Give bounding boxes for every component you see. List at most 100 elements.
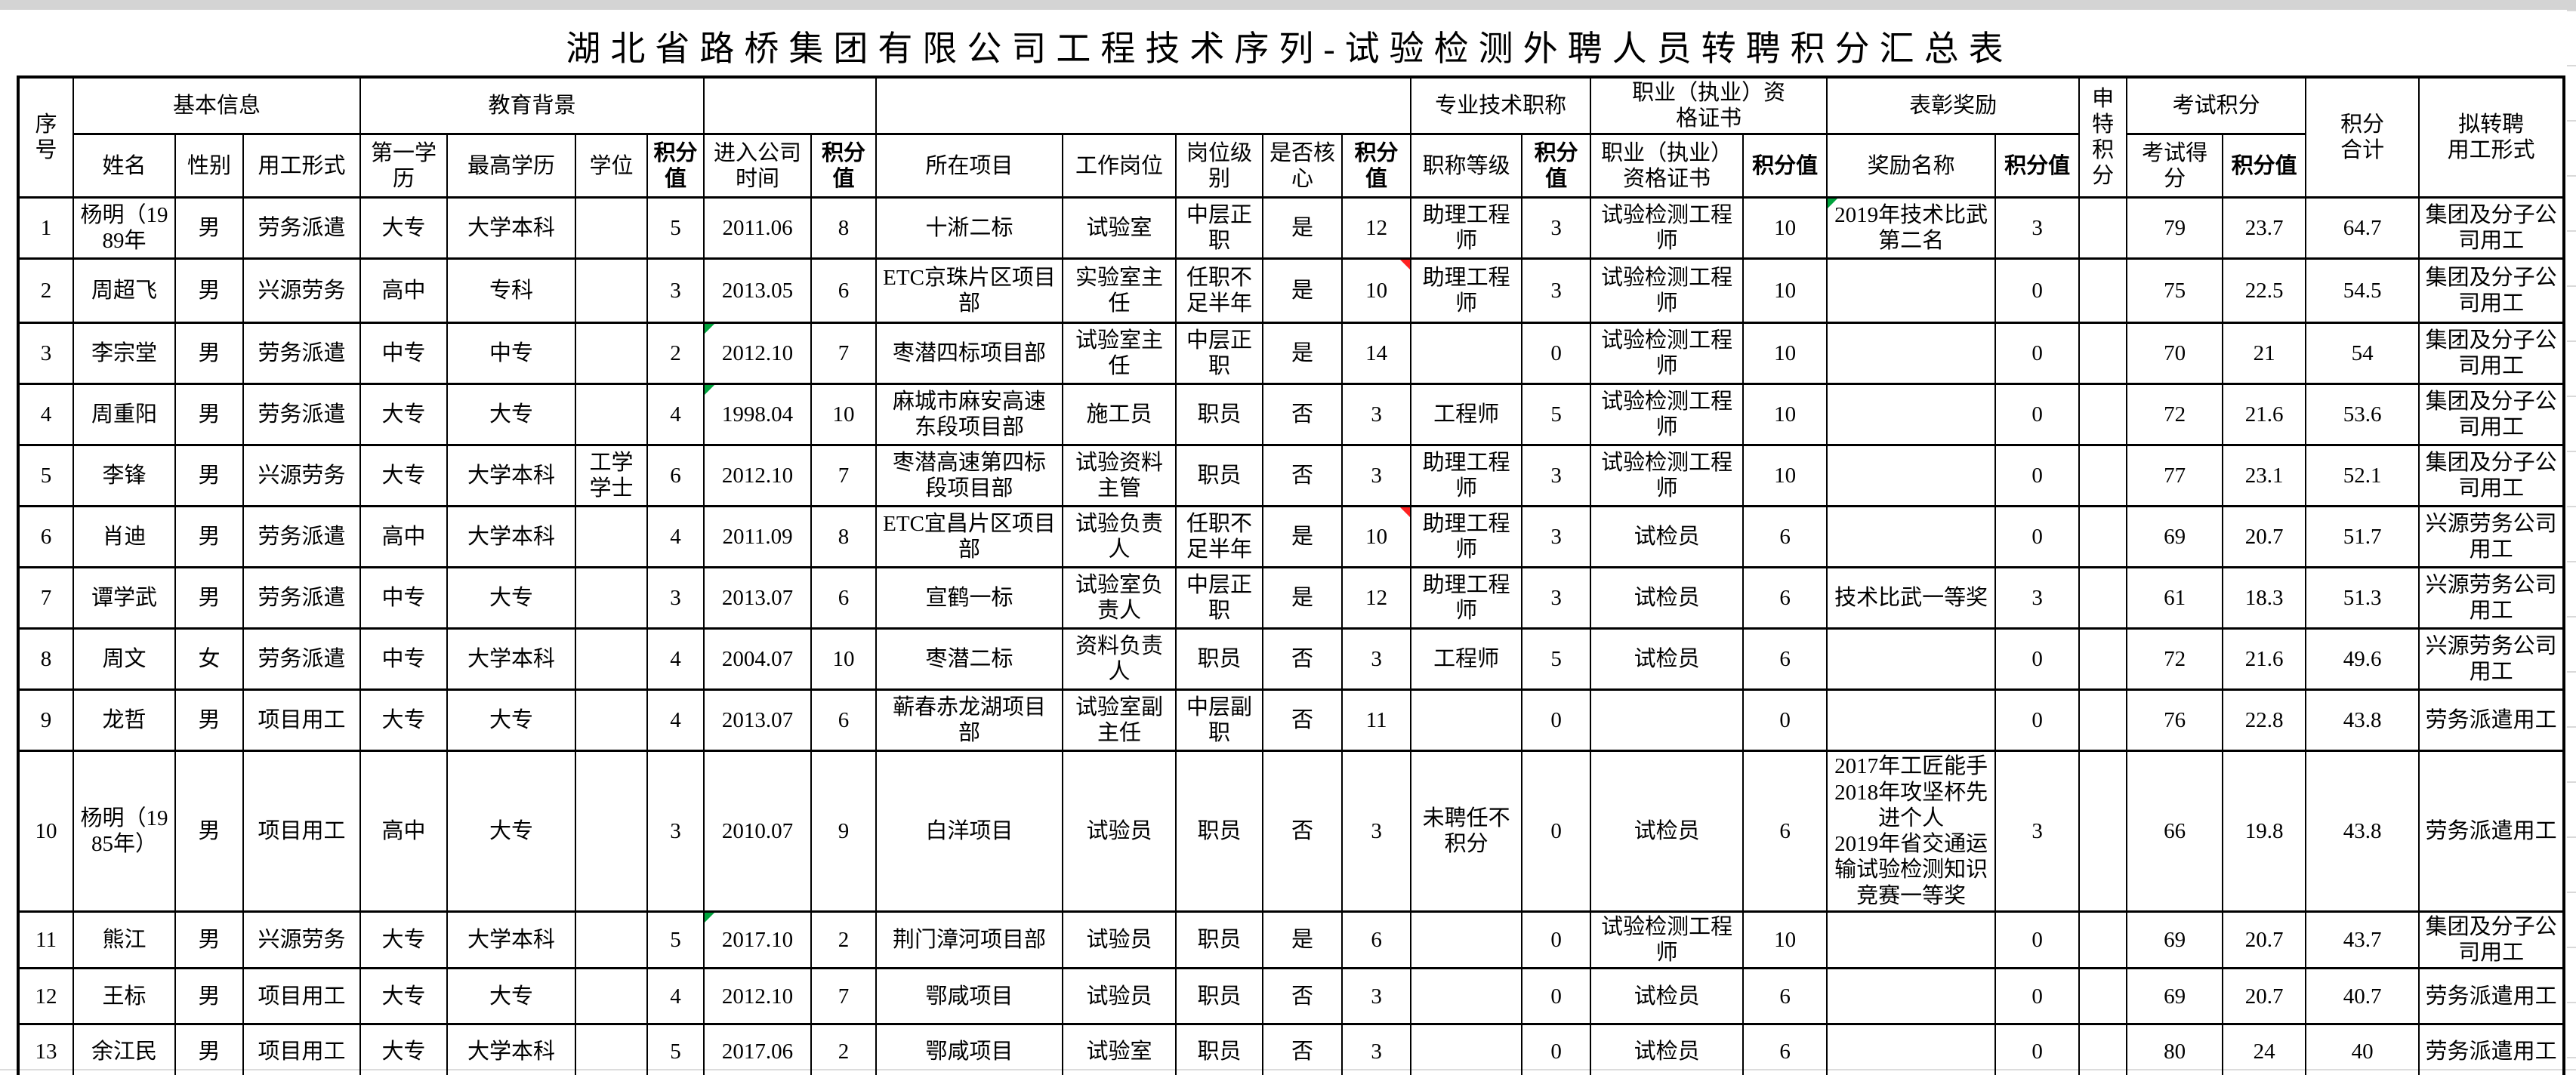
cell-highest-degree[interactable]: 大专 — [446, 750, 577, 913]
cell-employment[interactable]: 项目用工 — [242, 1023, 362, 1075]
cell-gender[interactable]: 男 — [174, 688, 244, 753]
cell-employment[interactable]: 劳务派遣 — [242, 566, 362, 630]
group-header-professional-title[interactable]: 专业技术职称 — [1410, 75, 1592, 136]
cell-award-name[interactable] — [1826, 505, 1997, 569]
col-header-award-name[interactable]: 奖励名称 — [1826, 133, 1997, 199]
cell-title-score[interactable]: 5 — [1521, 383, 1592, 447]
cell-index[interactable]: 4 — [17, 383, 74, 447]
cell-title-score[interactable]: 3 — [1521, 257, 1592, 325]
cell-post[interactable]: 施工员 — [1062, 383, 1177, 447]
cell-edu-score[interactable]: 2 — [646, 322, 705, 386]
cell-post-level[interactable]: 中层正职 — [1175, 322, 1264, 386]
cell-award-name[interactable] — [1826, 910, 1997, 970]
cell-post-score[interactable]: 6 — [1341, 910, 1412, 970]
cell-project[interactable]: 白洋项目 — [875, 750, 1064, 913]
cell-gender[interactable]: 男 — [174, 322, 244, 386]
cell-special-score[interactable] — [2078, 505, 2128, 569]
cell-first-degree[interactable]: 高中 — [359, 257, 449, 325]
cell-cert-score[interactable]: 10 — [1742, 322, 1828, 386]
cell-edu-score[interactable]: 4 — [646, 383, 705, 447]
cell-post-score[interactable]: 11 — [1341, 688, 1412, 753]
cell-cert-score[interactable]: 10 — [1742, 910, 1828, 970]
cell-title-score[interactable]: 3 — [1521, 196, 1592, 260]
cell-index[interactable]: 8 — [17, 627, 74, 692]
cell-first-degree[interactable]: 高中 — [359, 505, 449, 569]
cell-certificate[interactable]: 试验检测工程师 — [1590, 322, 1745, 386]
cell-certificate[interactable]: 试检员 — [1590, 566, 1745, 630]
cell-exam-score[interactable]: 72 — [2126, 383, 2224, 447]
cell-highest-degree[interactable]: 大学本科 — [446, 444, 577, 508]
cell-project[interactable]: 荆门漳河项目部 — [875, 910, 1064, 970]
cell-cert-score[interactable]: 6 — [1742, 967, 1828, 1026]
col-header-edu-score[interactable]: 积分值 — [646, 133, 705, 199]
cell-name[interactable]: 谭学武 — [72, 566, 176, 630]
cell-name[interactable]: 余江民 — [72, 1023, 176, 1075]
cell-proposed-employment[interactable]: 集团及分子公司用工 — [2418, 257, 2565, 325]
cell-proposed-employment[interactable]: 劳务派遣用工 — [2418, 967, 2565, 1026]
cell-is-core[interactable]: 否 — [1262, 967, 1344, 1026]
cell-gender[interactable]: 男 — [174, 196, 244, 260]
cell-title-level[interactable]: 工程师 — [1410, 383, 1523, 447]
group-header-qualification[interactable]: 职业（执业）资 格证书 — [1590, 75, 1828, 136]
cell-degree[interactable]: 工学学士 — [575, 444, 649, 508]
cell-post[interactable]: 试验室 — [1062, 1023, 1177, 1075]
group-header-basic-info[interactable]: 基本信息 — [72, 75, 362, 136]
cell-employment[interactable]: 项目用工 — [242, 688, 362, 753]
cell-index[interactable]: 2 — [17, 257, 74, 325]
cell-entry-score[interactable]: 2 — [810, 1023, 878, 1075]
cell-project[interactable]: 鄂咸项目 — [875, 1023, 1064, 1075]
col-header-highest-degree[interactable]: 最高学历 — [446, 133, 577, 199]
cell-title-score[interactable]: 5 — [1521, 627, 1592, 692]
cell-post-level[interactable]: 职员 — [1175, 910, 1264, 970]
cell-certificate[interactable]: 试验检测工程师 — [1590, 444, 1745, 508]
cell-project[interactable]: 十淅二标 — [875, 196, 1064, 260]
cell-award-score[interactable]: 0 — [1994, 505, 2081, 569]
cell-title-level[interactable] — [1410, 1023, 1523, 1075]
cell-index[interactable]: 1 — [17, 196, 74, 260]
cell-title-level[interactable]: 助理工程师 — [1410, 444, 1523, 508]
cell-name[interactable]: 周文 — [72, 627, 176, 692]
cell-cert-score[interactable]: 10 — [1742, 383, 1828, 447]
cell-title-score[interactable]: 0 — [1521, 750, 1592, 913]
cell-award-score[interactable]: 3 — [1994, 566, 2081, 630]
cell-degree[interactable] — [575, 910, 649, 970]
cell-total[interactable]: 40 — [2305, 1023, 2420, 1075]
cell-exam-points[interactable]: 23.7 — [2222, 196, 2307, 260]
cell-total[interactable]: 54.5 — [2305, 257, 2420, 325]
cell-is-core[interactable]: 否 — [1262, 383, 1344, 447]
cell-post-level[interactable]: 职员 — [1175, 967, 1264, 1026]
cell-award-score[interactable]: 3 — [1994, 750, 2081, 913]
cell-highest-degree[interactable]: 中专 — [446, 322, 577, 386]
cell-degree[interactable] — [575, 566, 649, 630]
cell-cert-score[interactable]: 0 — [1742, 688, 1828, 753]
cell-certificate[interactable]: 试验检测工程师 — [1590, 383, 1745, 447]
cell-exam-score[interactable]: 69 — [2126, 910, 2224, 970]
cell-edu-score[interactable]: 4 — [646, 627, 705, 692]
cell-cert-score[interactable]: 6 — [1742, 505, 1828, 569]
cell-title-level[interactable]: 助理工程师 — [1410, 566, 1523, 630]
cell-entry-date[interactable]: 2012.10 — [703, 444, 813, 508]
cell-post-score[interactable]: 3 — [1341, 1023, 1412, 1075]
col-header-post-score[interactable]: 积分值 — [1341, 133, 1412, 199]
col-header-award-score[interactable]: 积分值 — [1994, 133, 2081, 199]
cell-title-score[interactable]: 0 — [1521, 322, 1592, 386]
cell-title-level[interactable] — [1410, 910, 1523, 970]
cell-gender[interactable]: 男 — [174, 1023, 244, 1075]
cell-award-name[interactable] — [1826, 322, 1997, 386]
cell-exam-points[interactable]: 20.7 — [2222, 505, 2307, 569]
cell-edu-score[interactable]: 3 — [646, 750, 705, 913]
cell-highest-degree[interactable]: 大学本科 — [446, 196, 577, 260]
cell-cert-score[interactable]: 10 — [1742, 257, 1828, 325]
cell-entry-score[interactable]: 9 — [810, 750, 878, 913]
cell-title-level[interactable]: 助理工程师 — [1410, 196, 1523, 260]
cell-exam-score[interactable]: 79 — [2126, 196, 2224, 260]
cell-gender[interactable]: 男 — [174, 505, 244, 569]
col-header-degree[interactable]: 学位 — [575, 133, 649, 199]
cell-post-score[interactable]: 3 — [1341, 383, 1412, 447]
cell-title-score[interactable]: 0 — [1521, 688, 1592, 753]
cell-name[interactable]: 杨明（1989年 — [72, 196, 176, 260]
cell-entry-date[interactable]: 2010.07 — [703, 750, 813, 913]
cell-first-degree[interactable]: 大专 — [359, 967, 449, 1026]
cell-name[interactable]: 周重阳 — [72, 383, 176, 447]
cell-award-name[interactable] — [1826, 627, 1997, 692]
